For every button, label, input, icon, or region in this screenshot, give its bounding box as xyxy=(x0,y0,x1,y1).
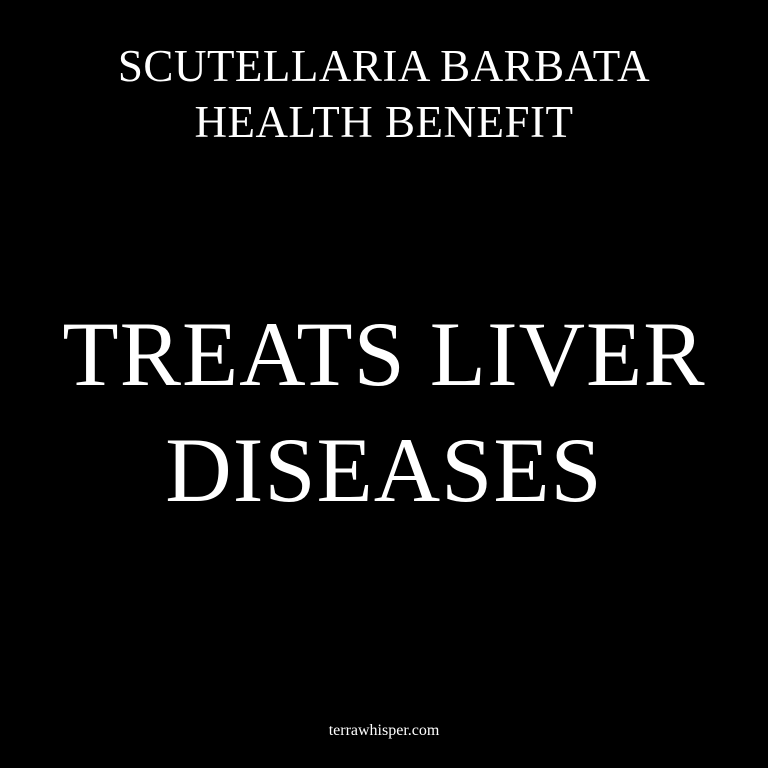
footer-site-label: terrawhisper.com xyxy=(328,722,440,739)
headline-line-2: DISEASES xyxy=(165,419,603,521)
header-subtitle: HEALTH BENEFIT xyxy=(194,97,574,147)
header-plant-name: SCUTELLARIA BARBATA xyxy=(117,41,651,91)
benefit-headline: TREATS LIVER DISEASES xyxy=(0,296,768,528)
card-header: SCUTELLARIA BARBATA HEALTH BENEFIT xyxy=(0,38,768,150)
headline-line-1: TREATS LIVER xyxy=(62,303,706,405)
